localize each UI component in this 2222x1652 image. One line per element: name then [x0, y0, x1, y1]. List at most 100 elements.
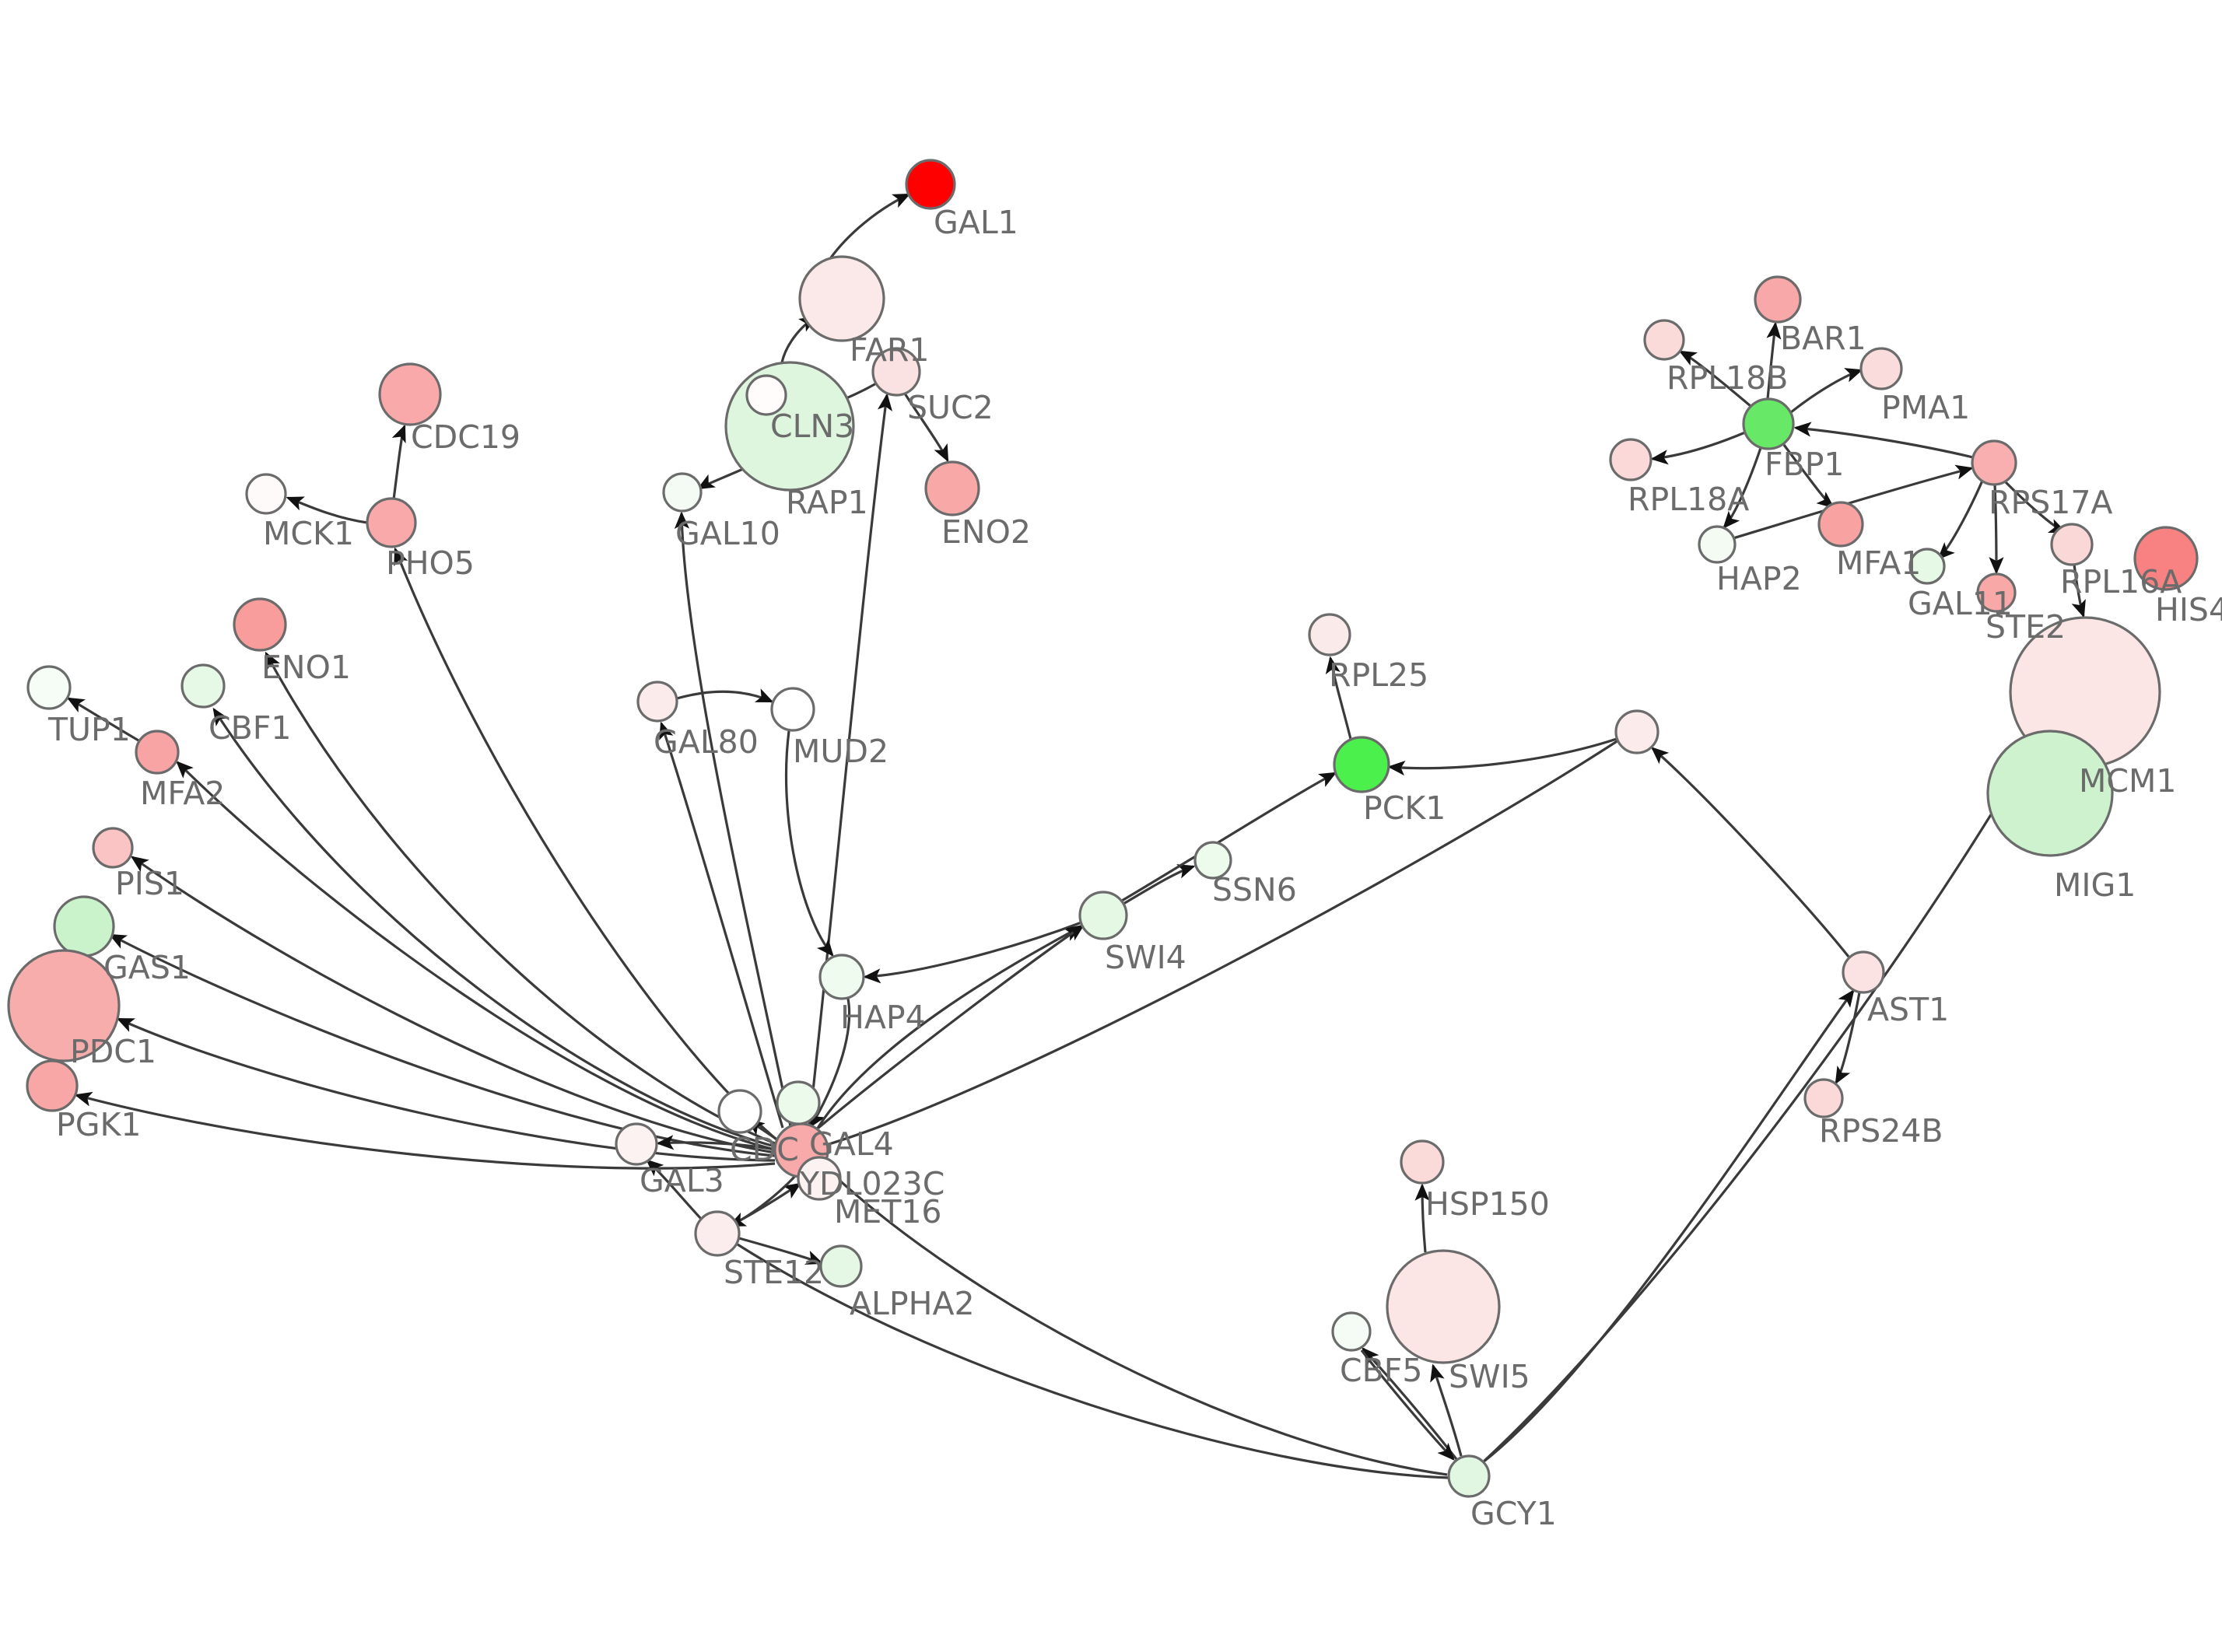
node-hap4[interactable]	[818, 954, 865, 1000]
node-gal7[interactable]	[776, 1080, 821, 1125]
edge-CBF5-to-GCY1	[1360, 1349, 1455, 1461]
node-far1[interactable]	[798, 255, 885, 342]
node-ste2[interactable]	[1976, 572, 2017, 613]
node-label-rap1: RAP1	[786, 484, 868, 521]
node-label-his4: HIS4	[2155, 591, 2222, 628]
node-cbf5[interactable]	[1331, 1311, 1372, 1352]
edge-GAL4-to-PDC1	[116, 1017, 776, 1162]
edge-FBP1-to-BAR1	[1766, 321, 1782, 400]
edge-GAL4-to-GAL10	[674, 511, 792, 1127]
node-label-gal3: GAL3	[640, 1162, 724, 1199]
node-eno2[interactable]	[924, 460, 980, 516]
node-pdc1[interactable]	[7, 949, 121, 1062]
node-rpl16a[interactable]	[2050, 523, 2094, 566]
node-ast1[interactable]	[1842, 950, 1885, 994]
node-gal3[interactable]	[615, 1122, 658, 1166]
node-rps24b[interactable]	[1803, 1078, 1844, 1118]
node-pck1[interactable]	[1333, 736, 1390, 793]
edge-GCY1-to-MCM1	[1483, 741, 2035, 1462]
node-tup1[interactable]	[26, 665, 72, 710]
node-cbf1[interactable]	[180, 663, 226, 709]
node-his4[interactable]	[2133, 526, 2199, 591]
node-mfa1[interactable]	[1817, 501, 1864, 548]
node-rpl25[interactable]	[1308, 613, 1351, 656]
node-mck1[interactable]	[245, 473, 287, 515]
node-gas1[interactable]	[53, 895, 115, 957]
node-pgk1[interactable]	[26, 1059, 79, 1112]
node-hap2[interactable]	[1698, 525, 1737, 564]
node-label-alpha2: ALPHA2	[850, 1285, 975, 1322]
edge-layer	[66, 193, 2086, 1479]
edge-HAP4-to-GAL4	[809, 998, 851, 1129]
edge-SUC2-to-ENO2	[903, 393, 949, 463]
node-pis1[interactable]	[92, 827, 134, 869]
node-label-cln3: CLN3	[770, 408, 854, 445]
node-suc2[interactable]	[871, 347, 921, 397]
node-label-gal11: GAL11	[1908, 585, 2013, 622]
node-label-pdc1: PDC1	[70, 1033, 156, 1070]
node-swi4[interactable]	[1078, 891, 1128, 940]
node-pho5[interactable]	[366, 497, 417, 548]
node-layer	[7, 159, 2199, 1498]
node-swi5[interactable]	[1386, 1249, 1501, 1364]
edge-GAL4-to-GAL3	[656, 1135, 776, 1151]
node-label-ydl023c: YDL023C	[799, 1165, 945, 1202]
node-ydl023c[interactable]	[797, 1156, 842, 1201]
edge-PCK1-to-RPL25	[1325, 656, 1352, 740]
node-hsp150[interactable]	[1400, 1139, 1445, 1185]
edge-GAL4-to-GAL80	[659, 721, 784, 1129]
node-label-cbf1: CBF1	[209, 709, 291, 747]
node-mig1[interactable]	[1986, 730, 2114, 857]
edge-FBP1-to-HAP2	[1723, 447, 1762, 529]
node-label-hap4: HAP4	[840, 999, 926, 1036]
node-label-pho5: PHO5	[386, 544, 475, 582]
node-mfa2[interactable]	[135, 730, 180, 775]
node-rpl18b[interactable]	[1643, 319, 1685, 361]
edge-SWI4-to-SSN6	[1123, 864, 1196, 905]
node-gal10[interactable]	[662, 472, 703, 513]
edge-FBP1-to-RPL18B	[1678, 350, 1752, 408]
node-rpl18a[interactable]	[1609, 438, 1652, 481]
edge-RPS17A-to-GAL11	[1937, 480, 1984, 560]
node-bar1[interactable]	[1754, 275, 1802, 324]
node-gal11[interactable]	[1908, 548, 1946, 585]
edge-RPL16A-to-MCM1	[2071, 564, 2086, 618]
node-label-mcm1: MCM1	[2079, 762, 2176, 800]
node-mud2[interactable]	[770, 687, 815, 732]
edge-GAL4-to-PIS1	[130, 856, 776, 1154]
node-eno1[interactable]	[233, 597, 287, 652]
edge-AST1-to-RPS24B	[1835, 992, 1861, 1085]
node-ste12[interactable]	[694, 1210, 741, 1257]
node-gcy1[interactable]	[1447, 1454, 1491, 1498]
node-hub1[interactable]	[1614, 709, 1659, 754]
node-label-eno2: ENO2	[941, 513, 1031, 551]
node-ssn6[interactable]	[1193, 841, 1232, 880]
node-rps17a[interactable]	[1971, 439, 2017, 486]
node-label-fbp1: FBP1	[1765, 446, 1845, 483]
node-pma1[interactable]	[1859, 347, 1903, 390]
node-fbp1[interactable]	[1742, 397, 1795, 450]
node-alpha2[interactable]	[819, 1244, 863, 1288]
node-cdc39[interactable]	[717, 1089, 762, 1134]
edge-MUD2-to-HAP4	[784, 730, 834, 957]
edge-GAL4-to-HAP4	[815, 926, 1082, 1130]
node-label-far1: FAR1	[850, 331, 929, 369]
edge-FBP1-to-PMA1	[1790, 368, 1863, 414]
edge-SWI4-to-HAP4	[863, 921, 1082, 984]
edge-GAL4-to-HUB1	[825, 739, 1619, 1146]
node-label-rps17a: RPS17A	[1989, 484, 2112, 521]
node-gal1[interactable]	[905, 159, 956, 210]
edge-SWI5-to-HSP150	[1414, 1183, 1430, 1253]
edge-STE12-to-ALPHA2	[738, 1237, 824, 1265]
edge-GAL4-to-GAS1	[108, 933, 776, 1157]
edge-SWI4-to-PCK1	[1121, 772, 1337, 902]
node-label-tup1: TUP1	[47, 711, 131, 748]
node-label-hsp150: HSP150	[1425, 1185, 1550, 1223]
edge-RPS17A-to-STE2	[1989, 484, 2004, 575]
node-gal80[interactable]	[636, 681, 678, 723]
node-label-gcy1: GCY1	[1470, 1495, 1557, 1532]
node-cln3in[interactable]	[745, 374, 787, 416]
node-cdc19[interactable]	[378, 362, 442, 426]
edge-FBP1-to-RPL18A	[1650, 431, 1746, 465]
